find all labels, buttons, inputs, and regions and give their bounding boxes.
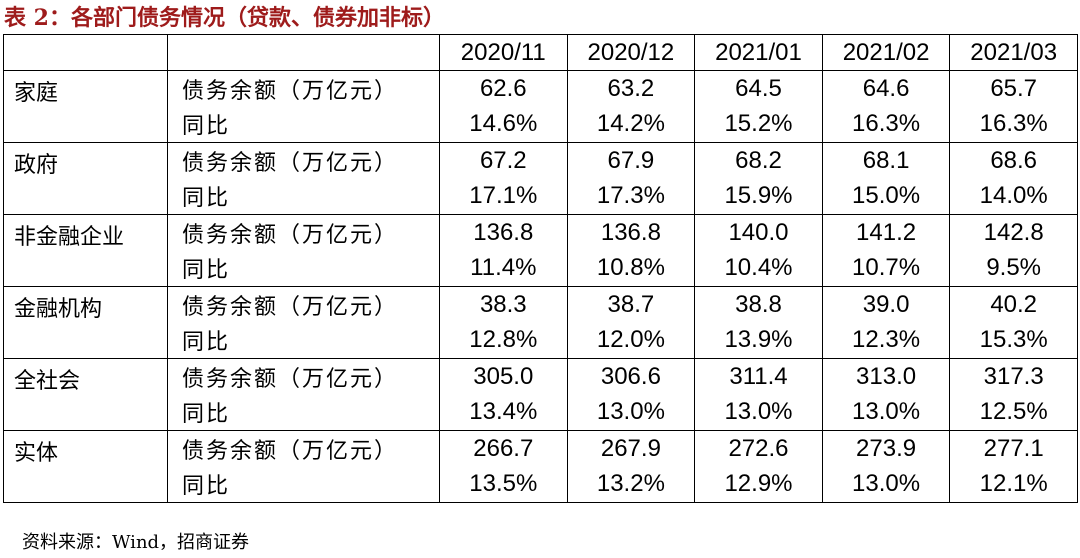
value-cell: 65.7 bbox=[949, 70, 1078, 107]
value-cell: 16.3% bbox=[821, 106, 951, 143]
value-cell: 10.7% bbox=[821, 250, 951, 287]
table-row: 全社会 债务余额（万亿元） 305.0 306.6 311.4 313.0 317.3 bbox=[3, 358, 1078, 431]
value-cell: 17.1% bbox=[439, 178, 568, 215]
value-cell: 64.6 bbox=[821, 70, 951, 107]
value-cell: 13.0% bbox=[694, 394, 823, 431]
table-row: 金融机构 债务余额（万亿元） 38.3 38.7 38.8 39.0 40.2 bbox=[3, 286, 1078, 359]
value-cell: 68.1 bbox=[821, 142, 951, 179]
group-label: 家庭 bbox=[3, 70, 168, 143]
value-cell: 67.2 bbox=[439, 142, 568, 179]
value-cell: 272.6 bbox=[694, 430, 823, 467]
value-cell: 14.0% bbox=[949, 178, 1078, 215]
metric-label: 债务余额（万亿元） bbox=[167, 286, 440, 323]
value-cell: 311.4 bbox=[694, 358, 823, 395]
value-cell: 63.2 bbox=[566, 70, 696, 107]
value-cell: 141.2 bbox=[821, 214, 951, 251]
value-cell: 67.9 bbox=[566, 142, 696, 179]
value-cell: 9.5% bbox=[949, 250, 1078, 287]
column-header: 2021/01 bbox=[694, 34, 823, 71]
metric-label: 债务余额（万亿元） bbox=[167, 214, 440, 251]
metric-label: 同比 bbox=[167, 178, 440, 215]
header-row: 2020/11 2020/12 2021/01 2021/02 2021/03 bbox=[3, 34, 1078, 71]
value-cell: 13.4% bbox=[439, 394, 568, 431]
debt-table: 2020/11 2020/12 2021/01 2021/02 2021/03 … bbox=[3, 34, 1078, 503]
value-cell: 68.2 bbox=[694, 142, 823, 179]
header-blank-1 bbox=[3, 34, 168, 71]
value-cell: 62.6 bbox=[439, 70, 568, 107]
table-row: 实体 债务余额（万亿元） 266.7 267.9 272.6 273.9 277.1 bbox=[3, 430, 1078, 503]
value-cell: 12.0% bbox=[566, 322, 696, 359]
header-blank-2 bbox=[167, 34, 440, 71]
group-label: 金融机构 bbox=[3, 286, 168, 359]
table-row: 同比 13.5% 13.2% 12.9% 13.0% 12.1% bbox=[4, 466, 1078, 503]
value-cell: 306.6 bbox=[566, 358, 696, 395]
value-cell: 13.0% bbox=[566, 394, 696, 431]
value-cell: 12.1% bbox=[949, 466, 1078, 503]
value-cell: 277.1 bbox=[949, 430, 1078, 467]
value-cell: 142.8 bbox=[949, 214, 1078, 251]
value-cell: 38.3 bbox=[439, 286, 568, 323]
value-cell: 15.3% bbox=[949, 322, 1078, 359]
group-label: 全社会 bbox=[3, 358, 168, 431]
metric-label: 债务余额（万亿元） bbox=[167, 142, 440, 179]
metric-label: 债务余额（万亿元） bbox=[167, 430, 440, 467]
value-cell: 13.0% bbox=[821, 394, 951, 431]
value-cell: 313.0 bbox=[821, 358, 951, 395]
value-cell: 266.7 bbox=[439, 430, 568, 467]
value-cell: 10.4% bbox=[694, 250, 823, 287]
value-cell: 64.5 bbox=[694, 70, 823, 107]
metric-label: 债务余额（万亿元） bbox=[167, 358, 440, 395]
table-row: 同比 17.1% 17.3% 15.9% 15.0% 14.0% bbox=[4, 178, 1078, 215]
value-cell: 38.8 bbox=[694, 286, 823, 323]
value-cell: 40.2 bbox=[949, 286, 1078, 323]
group-label: 实体 bbox=[3, 430, 168, 503]
metric-label: 债务余额（万亿元） bbox=[167, 70, 440, 107]
source-note: 资料来源：Wind，招商证券 bbox=[22, 532, 250, 553]
value-cell: 13.0% bbox=[821, 466, 951, 503]
column-header: 2020/11 bbox=[439, 34, 568, 71]
value-cell: 12.5% bbox=[949, 394, 1078, 431]
metric-label: 同比 bbox=[167, 394, 440, 431]
group-label: 政府 bbox=[3, 142, 168, 215]
metric-label: 同比 bbox=[167, 106, 440, 143]
value-cell: 12.9% bbox=[694, 466, 823, 503]
value-cell: 14.6% bbox=[439, 106, 568, 143]
value-cell: 317.3 bbox=[949, 358, 1078, 395]
table-row: 同比 14.6% 14.2% 15.2% 16.3% 16.3% bbox=[4, 106, 1078, 143]
value-cell: 16.3% bbox=[949, 106, 1078, 143]
column-header: 2021/03 bbox=[949, 34, 1078, 71]
table-title: 表 2：各部门债务情况（贷款、债券加非标） bbox=[4, 5, 445, 31]
value-cell: 267.9 bbox=[566, 430, 696, 467]
metric-label: 同比 bbox=[167, 466, 440, 503]
value-cell: 13.2% bbox=[566, 466, 696, 503]
value-cell: 68.6 bbox=[949, 142, 1078, 179]
value-cell: 15.2% bbox=[694, 106, 823, 143]
column-header: 2020/12 bbox=[566, 34, 696, 71]
value-cell: 15.0% bbox=[821, 178, 951, 215]
value-cell: 14.2% bbox=[566, 106, 696, 143]
value-cell: 17.3% bbox=[566, 178, 696, 215]
value-cell: 305.0 bbox=[439, 358, 568, 395]
value-cell: 140.0 bbox=[694, 214, 823, 251]
value-cell: 10.8% bbox=[566, 250, 696, 287]
value-cell: 13.9% bbox=[694, 322, 823, 359]
value-cell: 15.9% bbox=[694, 178, 823, 215]
value-cell: 12.3% bbox=[821, 322, 951, 359]
metric-label: 同比 bbox=[167, 250, 440, 287]
table-row: 非金融企业 债务余额（万亿元） 136.8 136.8 140.0 141.2 142.8 bbox=[3, 214, 1078, 287]
group-label: 非金融企业 bbox=[3, 214, 168, 287]
value-cell: 11.4% bbox=[439, 250, 568, 287]
column-header: 2021/02 bbox=[821, 34, 951, 71]
value-cell: 39.0 bbox=[821, 286, 951, 323]
value-cell: 136.8 bbox=[439, 214, 568, 251]
value-cell: 12.8% bbox=[439, 322, 568, 359]
table-row: 同比 13.4% 13.0% 13.0% 13.0% 12.5% bbox=[4, 394, 1078, 431]
value-cell: 13.5% bbox=[439, 466, 568, 503]
value-cell: 273.9 bbox=[821, 430, 951, 467]
value-cell: 38.7 bbox=[566, 286, 696, 323]
table-row: 政府 债务余额（万亿元） 67.2 67.9 68.2 68.1 68.6 bbox=[3, 142, 1078, 215]
metric-label: 同比 bbox=[167, 322, 440, 359]
value-cell: 136.8 bbox=[566, 214, 696, 251]
table-row: 家庭 债务余额（万亿元） 62.6 63.2 64.5 64.6 65.7 bbox=[3, 70, 1078, 143]
